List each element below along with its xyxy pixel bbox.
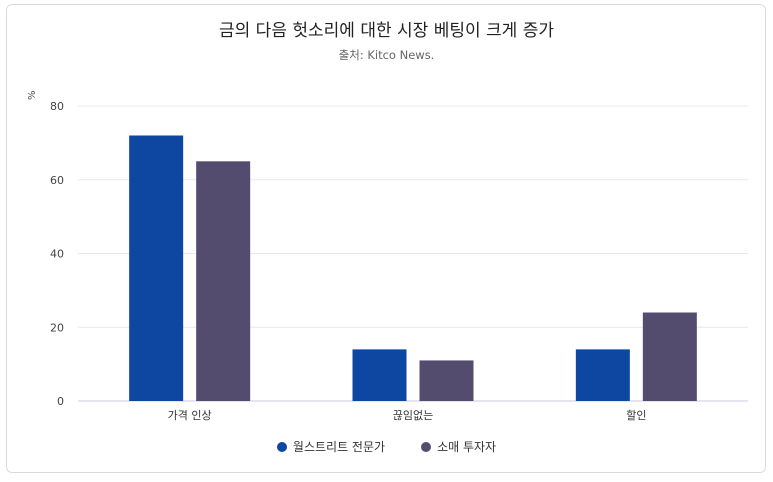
legend-label: 월스트리트 전문가 xyxy=(292,440,386,454)
legend-label: 소매 투자자 xyxy=(437,440,497,454)
legend-swatch xyxy=(276,441,287,452)
y-tick-label: 80 xyxy=(50,100,64,113)
y-tick-label: 40 xyxy=(50,248,64,261)
legend-item[interactable]: 소매 투자자 xyxy=(421,438,496,455)
chart-subtitle: 출처: Kitco News. xyxy=(338,48,435,62)
x-tick-label: 끊임없는 xyxy=(393,409,433,422)
y-tick-label: 60 xyxy=(50,174,64,187)
chart-legend: 월스트리트 전문가 소매 투자자 xyxy=(0,438,773,455)
x-tick-label: 가격 인상 xyxy=(168,409,212,422)
bar xyxy=(352,349,407,401)
bar xyxy=(642,312,697,401)
bar xyxy=(196,161,251,401)
y-tick-label: 0 xyxy=(57,395,64,408)
y-tick-label: 20 xyxy=(50,321,64,334)
chart-title: 금의 다음 헛소리에 대한 시장 베팅이 크게 증가 xyxy=(219,21,554,41)
bar xyxy=(129,135,184,401)
legend-swatch xyxy=(421,441,432,452)
bar xyxy=(419,360,474,401)
x-tick-label: 할인 xyxy=(626,409,646,422)
bar xyxy=(575,349,630,401)
legend-item[interactable]: 월스트리트 전문가 xyxy=(276,438,386,455)
